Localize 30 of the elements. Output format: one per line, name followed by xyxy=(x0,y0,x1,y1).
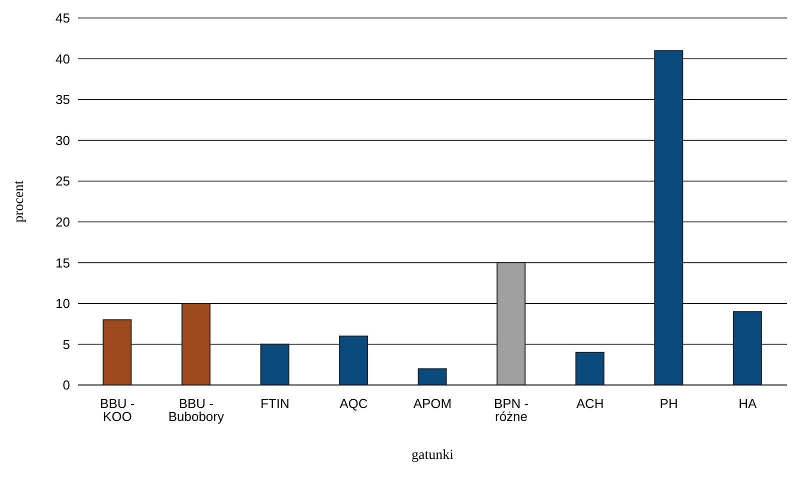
x-tick-label: AQC xyxy=(340,396,368,412)
y-axis-title: procent xyxy=(12,180,27,222)
y-tick-label: 0 xyxy=(62,378,70,393)
y-tick-label: 5 xyxy=(62,336,70,352)
x-tick-label: BPN - różne xyxy=(494,396,529,424)
bar xyxy=(339,336,368,385)
y-tick-label: 25 xyxy=(56,174,70,189)
x-axis-title: gatunki xyxy=(412,448,454,463)
x-tick-label: BBU - KOO xyxy=(100,396,135,424)
y-tick-label: 30 xyxy=(56,132,70,148)
y-tick-label: 40 xyxy=(56,51,70,66)
y-tick-label: 45 xyxy=(56,10,70,26)
x-tick-label: APOM xyxy=(413,396,452,412)
bar xyxy=(654,50,684,385)
x-tick-label: ACH xyxy=(576,396,604,412)
y-tick-label: 10 xyxy=(56,296,70,312)
x-tick-label: BBU - Bubobory xyxy=(168,396,224,424)
bar xyxy=(496,262,526,385)
y-tick-label: 20 xyxy=(56,214,70,230)
y-tick-label: 35 xyxy=(56,92,70,108)
bar xyxy=(260,344,290,385)
x-tick-label: PH xyxy=(660,396,678,412)
bar xyxy=(102,319,132,385)
bar xyxy=(575,352,604,385)
y-tick-label: 15 xyxy=(56,255,70,270)
bar xyxy=(181,302,210,385)
bar xyxy=(418,368,447,385)
bar xyxy=(732,311,762,385)
x-tick-label: FTIN xyxy=(260,396,290,412)
x-tick-label: HA xyxy=(738,396,757,412)
